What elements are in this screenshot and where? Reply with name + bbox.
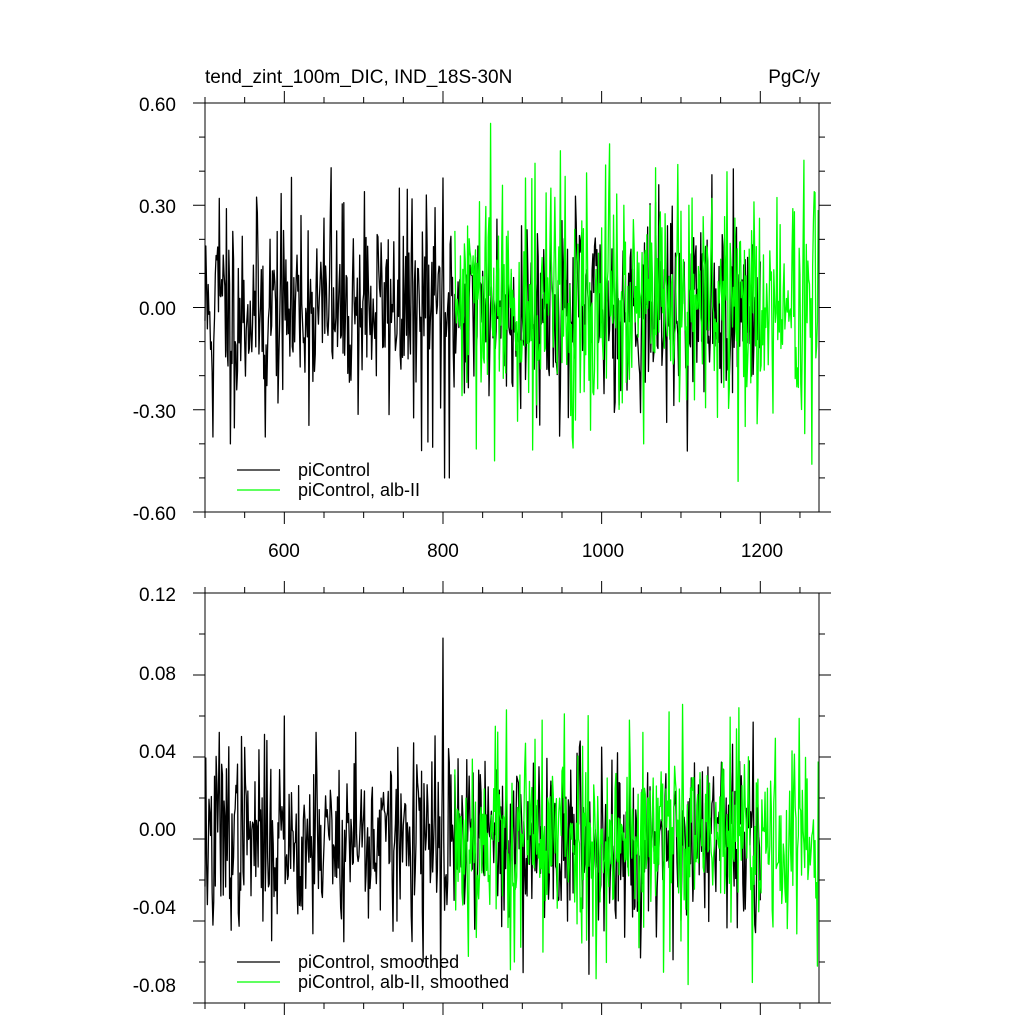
top-series-group [204, 122, 819, 482]
top-xtick-label: 600 [268, 541, 300, 562]
top-ytick-label: -0.30 [133, 402, 176, 423]
bottom-panel: 0.12 0.08 0.04 0.00 -0.04 -0.08 piContro… [133, 581, 831, 1015]
top-panel: 0.60 0.30 0.00 -0.30 -0.60 600 800 1000 … [133, 91, 831, 562]
bottom-ytick-label: -0.08 [133, 976, 176, 997]
top-legend: piControl piControl, alb-II [237, 460, 420, 500]
top-ytick-label: 0.00 [139, 299, 176, 320]
bottom-series-group [204, 637, 819, 986]
legend-label: piControl [298, 460, 370, 480]
legend-label: piControl, alb-II [298, 480, 420, 500]
top-ytick-label: 0.60 [139, 95, 176, 116]
top-axis-ticks [193, 91, 831, 524]
bottom-axis-ticks [193, 581, 831, 1015]
series-line-alb-ii [454, 703, 819, 986]
top-ytick-label: 0.30 [139, 197, 176, 218]
top-xtick-label: 800 [427, 541, 459, 562]
bottom-ytick-label: 0.00 [139, 820, 176, 841]
series-line-alb-ii [454, 122, 819, 482]
series-line-picontrol [204, 167, 761, 479]
chart-title: tend_zint_100m_DIC, IND_18S-30N [205, 67, 512, 88]
bottom-ytick-label: 0.12 [139, 585, 176, 606]
legend-label: piControl, smoothed [298, 952, 459, 972]
top-plot-frame [204, 102, 820, 513]
units-label: PgC/y [768, 67, 820, 88]
legend-label: piControl, alb-II, smoothed [298, 972, 509, 992]
top-xtick-label: 1200 [741, 541, 783, 562]
top-xtick-label: 1000 [582, 541, 624, 562]
bottom-ytick-label: 0.04 [139, 742, 176, 763]
bottom-legend: piControl, smoothed piControl, alb-II, s… [237, 952, 509, 992]
bottom-ytick-label: -0.04 [133, 898, 177, 919]
bottom-ytick-label: 0.08 [139, 664, 176, 685]
top-ytick-label: -0.60 [133, 504, 176, 525]
bottom-plot-frame [204, 592, 820, 1004]
